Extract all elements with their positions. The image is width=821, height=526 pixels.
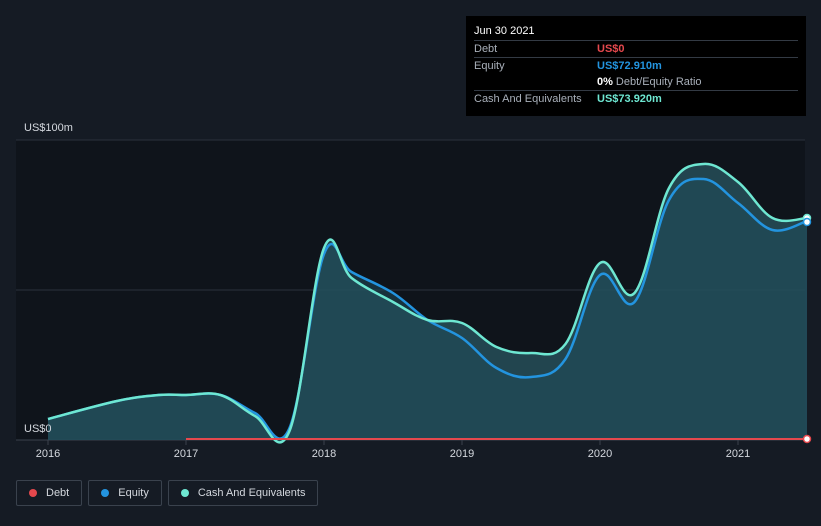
tooltip-ratio-spacer (474, 74, 597, 90)
x-tick-label: 2018 (312, 448, 336, 460)
tooltip-ratio-label: Debt/Equity Ratio (615, 76, 702, 88)
x-tick-label: 2021 (726, 448, 750, 460)
tooltip-panel: Jun 30 2021 Debt US$0 Equity US$72.910m … (466, 16, 806, 116)
axis-layer: US$100m US$0 2016 2017 2018 2019 2020 2021 (24, 122, 750, 460)
tooltip-row-ratio: 0% Debt/Equity Ratio (474, 74, 798, 90)
tooltip-cash-value: US$73.920m (597, 93, 662, 105)
x-tick-label: 2017 (174, 448, 198, 460)
x-tick-label: 2016 (36, 448, 60, 460)
legend-item-debt[interactable]: Debt (16, 480, 83, 506)
x-tick-label: 2019 (450, 448, 474, 460)
series-layer (47, 162, 812, 444)
legend-item-cash[interactable]: Cash And Equivalents (167, 480, 319, 506)
tooltip-equity-label: Equity (474, 60, 505, 72)
legend-equity-label: Equity (118, 487, 149, 499)
cash-line (47, 162, 808, 444)
equity-dot-icon (101, 489, 110, 497)
equity-end-marker (802, 217, 812, 227)
tooltip-row-debt: Debt US$0 (474, 40, 798, 57)
tooltip-cash-label: Cash And Equivalents (474, 93, 582, 105)
tooltip-date: Jun 30 2021 (474, 25, 535, 37)
tooltip-ratio-value: 0% (597, 76, 613, 88)
equity-area (48, 178, 807, 440)
x-tick-label: 2020 (588, 448, 612, 460)
cash-dot-icon (180, 489, 189, 497)
tooltip-debt-value: US$0 (597, 43, 625, 55)
chart-legend: Debt Equity Cash And Equivalents (16, 480, 319, 506)
y-tick-label: US$0 (24, 423, 52, 435)
tooltip-equity-value: US$72.910m (597, 60, 662, 72)
legend-debt-label: Debt (46, 487, 70, 499)
tooltip-row-cash: Cash And Equivalents US$73.920m (474, 90, 798, 107)
debt-equity-chart: US$100m US$0 2016 2017 2018 2019 2020 2021 (16, 122, 812, 460)
tooltip-debt-label: Debt (474, 43, 498, 55)
debt-dot-icon (29, 489, 37, 497)
debt-end-marker (802, 434, 812, 444)
legend-item-equity[interactable]: Equity (88, 480, 162, 506)
tooltip-row-equity: Equity US$72.910m (474, 57, 798, 74)
legend-cash-label: Cash And Equivalents (197, 487, 306, 499)
y-tick-label: US$100m (24, 122, 73, 134)
